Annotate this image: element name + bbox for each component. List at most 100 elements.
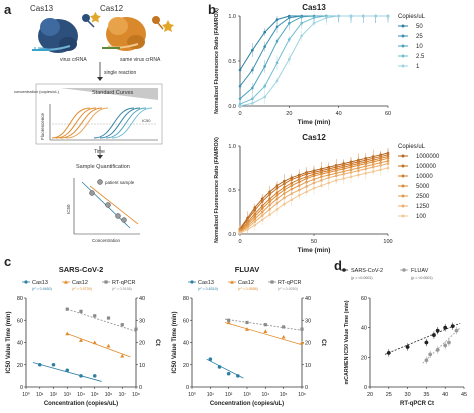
data-point <box>251 48 254 52</box>
concentration-axis-label: Concentration <box>92 238 121 243</box>
series-line-1 <box>239 15 388 107</box>
data-point <box>443 343 448 348</box>
data-point <box>297 188 301 192</box>
y-axis-left-label: IC50 Value Time (min) <box>6 312 12 374</box>
data-point <box>92 374 97 378</box>
y-tick-label: 60 <box>183 318 189 324</box>
standard-curves-title: Standard Curves <box>92 90 134 96</box>
data-point <box>106 316 111 320</box>
y-axis-label: Normalized Fluorescence Ratio (FAM/ROX) <box>214 137 220 243</box>
data-point <box>337 14 340 18</box>
data-point <box>447 340 451 345</box>
data-point <box>251 102 254 105</box>
y-right-tick-label: 20 <box>139 341 145 347</box>
data-point <box>443 325 448 330</box>
data-point <box>305 190 308 194</box>
x-axis-label: RT-qPCR Ct <box>400 401 434 407</box>
panel-letter-d: d <box>334 258 342 273</box>
data-point <box>263 65 266 68</box>
legend-entry-label: 1 <box>416 64 420 70</box>
cas13-kinetics-chart: Cas13 0.0 0.5 1.0 0 20 40 60 Time (min) Normalize… <box>214 3 426 126</box>
data-point <box>275 208 279 211</box>
legend-entry-label: 5000 <box>416 184 430 190</box>
y-axis-left-label: IC50 Value Time (min) <box>172 312 178 374</box>
data-point <box>227 318 231 322</box>
data-point <box>236 374 240 378</box>
cas12-kinetics-chart: Cas12 0.0 0.5 1.0 0 50 100 Time (min) Normalized… <box>214 133 440 254</box>
data-point <box>312 16 316 20</box>
fit-line <box>422 327 461 364</box>
data-point <box>275 197 279 201</box>
data-point <box>120 353 125 358</box>
y-right-tick-label: 40 <box>305 296 311 302</box>
data-point <box>268 208 271 211</box>
data-point <box>120 323 124 327</box>
data-point <box>325 16 328 20</box>
legend-entry-label: 25 <box>416 34 423 40</box>
data-point <box>386 350 391 355</box>
legend-r2-label: (r² = 0.9558) <box>238 287 258 291</box>
y-axis-right-label: Ct <box>320 339 327 347</box>
legend-title: Copies/uL <box>398 14 426 20</box>
fit-line-rt-qpcr <box>67 308 137 332</box>
legend-entry-label: FLUAV <box>411 268 429 274</box>
x-tick-label: 35 <box>423 392 429 398</box>
data-point <box>263 329 268 333</box>
legend-entry-label: 100000 <box>416 164 437 170</box>
x-tick-label: 40 <box>336 111 342 117</box>
legend-r2-label: (r² = 0.9250) <box>278 287 298 291</box>
fit-line <box>384 322 461 355</box>
y-tick-label: 1.0 <box>228 14 236 20</box>
y-right-tick-label: 30 <box>305 318 311 324</box>
x-tick-label: 40 <box>442 392 448 398</box>
y-tick-label: 40 <box>361 326 367 332</box>
legend-swatch-marker <box>401 174 405 178</box>
x-tick-label: 10⁰ <box>188 392 196 398</box>
legend-entry-label: Cas12 <box>72 280 88 286</box>
cas13-label: Cas13 <box>30 4 54 13</box>
schematic-diagram: Cas13 Cas12 virus crRNA same virus crRNA… <box>14 4 174 243</box>
x-tick-label: 10⁵ <box>280 392 288 398</box>
data-point <box>263 95 266 99</box>
data-point <box>288 38 291 41</box>
data-point <box>283 196 286 200</box>
data-point <box>283 188 286 192</box>
data-point <box>386 166 390 170</box>
legend-swatch-marker <box>104 280 108 284</box>
data-point <box>320 179 323 182</box>
data-point <box>371 170 375 173</box>
data-point <box>349 175 353 179</box>
y-tick-label: 80 <box>17 296 23 302</box>
fit-line-cas12 <box>67 333 131 358</box>
data-point <box>251 68 254 72</box>
cas12-protein-icon <box>102 17 146 51</box>
x-tick-label: 45 <box>461 392 467 398</box>
data-point <box>275 39 279 43</box>
x-tick-label: 30 <box>405 392 411 398</box>
data-point <box>65 368 70 373</box>
data-point <box>428 352 433 357</box>
data-point <box>51 362 56 367</box>
sample-quantification-label: Sample Quantification <box>76 164 130 170</box>
y-tick-label: 40 <box>17 341 23 347</box>
chart-title: Cas13 <box>302 3 326 12</box>
fluav-quant-chart: FLUAV Cas13(r² = 0.8319) Cas12(r² = 0.9558… <box>172 265 327 407</box>
data-point <box>435 328 440 333</box>
data-point <box>251 97 254 101</box>
data-point <box>435 348 440 352</box>
data-point <box>226 371 231 376</box>
guide-rna-icon <box>32 47 50 51</box>
data-point <box>297 180 301 184</box>
data-point <box>374 14 377 18</box>
y-tick-label: 0.5 <box>228 188 236 194</box>
y-tick-label: 40 <box>183 341 189 347</box>
legend-swatch-marker <box>401 204 405 208</box>
quantification-plot <box>73 178 140 235</box>
y-tick-label: 80 <box>183 296 189 302</box>
x-tick-label: 0 <box>238 111 241 117</box>
legend-swatch-marker <box>402 268 406 272</box>
legend-entry-label: Cas12 <box>238 280 254 286</box>
cas13-protein-icon <box>38 18 78 53</box>
ic50-axis-label: IC50 <box>66 204 71 214</box>
legend-entry-label: RT-qPCR <box>112 280 135 286</box>
